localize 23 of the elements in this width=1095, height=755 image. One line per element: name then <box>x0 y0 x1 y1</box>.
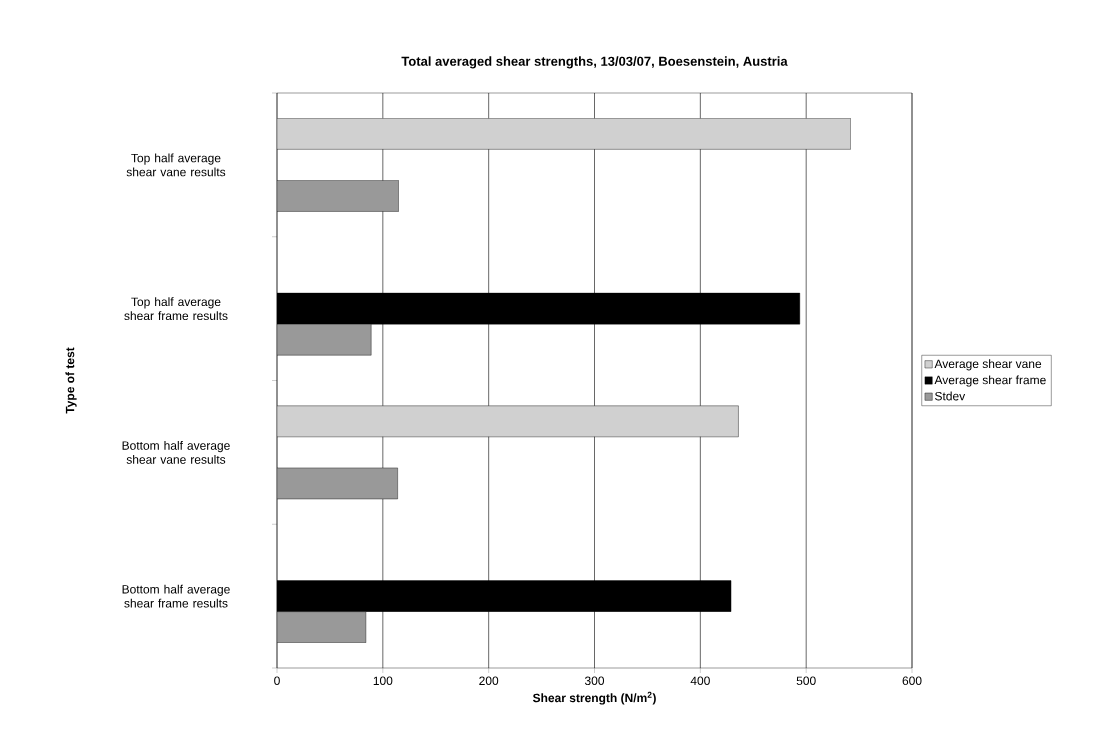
bar <box>277 323 372 356</box>
legend-label: Stdev <box>935 391 966 401</box>
x-tick-label: 200 <box>479 676 499 686</box>
x-tick-label: 100 <box>373 676 393 686</box>
legend-label: Average shear frame <box>934 375 1046 387</box>
x-tick-label: 400 <box>690 676 710 686</box>
x-tick-label: 300 <box>584 676 605 686</box>
bar <box>277 611 367 643</box>
y-tick-label: Top half average shear frame results <box>124 297 228 321</box>
x-tick-label: 0 <box>274 676 280 686</box>
y-tick-label: Bottom half average shear frame results <box>122 584 230 608</box>
bar <box>277 118 851 150</box>
x-tick-label: 600 <box>902 676 922 686</box>
bar <box>277 467 398 500</box>
bar <box>277 180 399 212</box>
y-tick-label: Bottom half average shear vane results <box>122 440 230 464</box>
y-axis-title: Type of test <box>65 347 77 414</box>
chart-title: Total averaged shear strengths, 13/03/07, Boesenstein, Austria <box>401 56 788 69</box>
legend-label: Average shear vane <box>934 359 1042 371</box>
x-axis-title: Shear strength (N/m$^{2}$) <box>532 691 656 705</box>
x-tick-label: 500 <box>796 676 816 686</box>
y-tick-label: Top half average shear vane results <box>126 153 226 177</box>
bar <box>277 405 739 438</box>
